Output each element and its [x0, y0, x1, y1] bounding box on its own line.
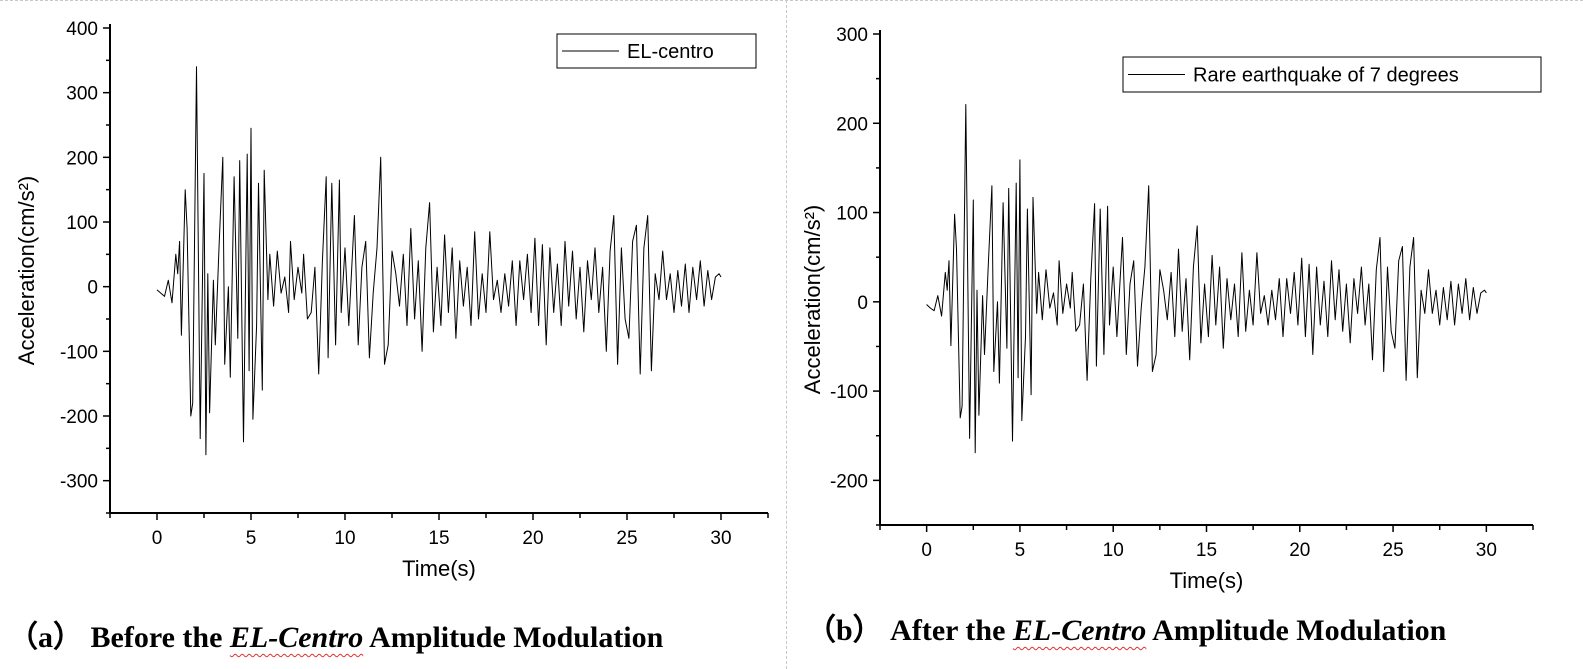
b-legend-label: Rare earthquake of 7 degrees [1193, 65, 1459, 87]
b-y-tick-label: 0 [857, 293, 868, 314]
b-x-tick-label: 0 [921, 540, 932, 561]
a-y-tick-label: -200 [60, 407, 98, 428]
b-legend-box [1122, 56, 1542, 93]
caption-b-suffix: Amplitude Modulation [1146, 614, 1447, 647]
a-x-tick-label: 20 [522, 528, 543, 549]
b-y-tick-label: -100 [830, 382, 868, 403]
b-x-tick-label: 10 [1103, 540, 1124, 561]
a-x-tick-label: 25 [616, 528, 637, 549]
b-x-tick-label: 15 [1196, 540, 1217, 561]
a-y-tick-label: 100 [66, 213, 98, 234]
a-x-tick-label: 10 [334, 528, 355, 549]
b-y-axis-label: Acceleration(cm/s²) [800, 205, 825, 394]
b-x-axis-label: Time(s) [1170, 568, 1244, 593]
caption-a: （a） Before the EL-Centro Amplitude Modul… [8, 612, 663, 656]
b-x-tick-label: 5 [1015, 540, 1026, 561]
page-top-border [0, 0, 1583, 1]
caption-a-italic: EL-Centro [229, 621, 364, 654]
b-y-tick-label: 300 [836, 25, 868, 46]
b-y-tick-label: -200 [830, 471, 868, 492]
b-x-tick-label: 25 [1383, 540, 1404, 561]
a-y-tick-label: 200 [66, 148, 98, 169]
a-y-tick-label: 300 [66, 84, 98, 105]
a-x-tick-label: 5 [246, 528, 257, 549]
b-y-tick-label: 200 [836, 114, 868, 135]
a-y-tick-label: -300 [60, 472, 98, 493]
a-x-tick-label: 15 [428, 528, 449, 549]
b-series-line [926, 104, 1487, 454]
b-x-tick-label: 30 [1476, 540, 1497, 561]
a-x-tick-label: 30 [710, 528, 731, 549]
caption-a-suffix: Amplitude Modulation [363, 621, 664, 654]
caption-b-italic: EL-Centro [1012, 614, 1147, 647]
a-legend-label: EL-centro [627, 41, 714, 63]
a-x-tick-label: 0 [152, 528, 163, 549]
a-series-line [156, 66, 722, 456]
a-x-axis-label: Time(s) [402, 556, 476, 581]
a-y-tick-label: -100 [60, 342, 98, 363]
panel-divider [786, 0, 787, 669]
caption-a-prefix: （a） Before the [8, 621, 230, 654]
a-y-tick-label: 0 [87, 278, 98, 299]
a-y-tick-label: 400 [66, 19, 98, 40]
b-x-tick-label: 20 [1289, 540, 1310, 561]
caption-b: （b） After the EL-Centro Amplitude Modula… [806, 605, 1446, 649]
a-y-axis-label: Acceleration(cm/s²) [14, 176, 39, 365]
b-y-tick-label: 100 [836, 204, 868, 225]
a-legend-box [556, 33, 757, 69]
caption-b-prefix: （b） After the [806, 614, 1013, 647]
chart-a: -300 -200 -100 0 100 200 300 400 0 5 10 15 20 25 30 Tim… [14, 19, 769, 581]
